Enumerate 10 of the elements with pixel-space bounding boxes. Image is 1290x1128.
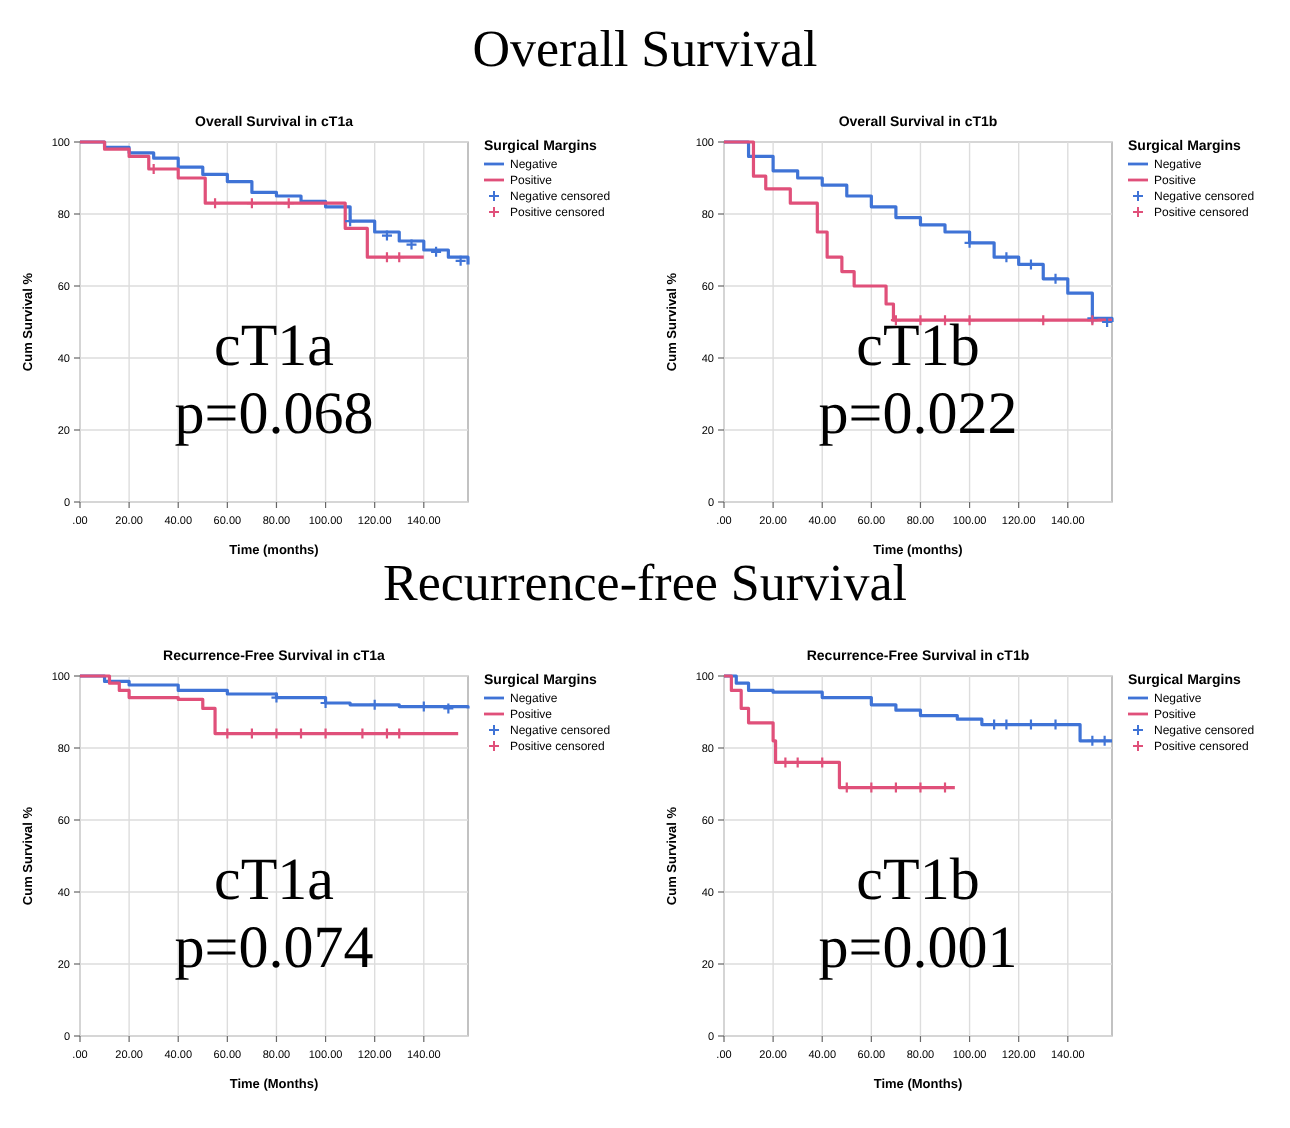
text: Overall Survival <box>472 20 818 78</box>
annotation: cT1b <box>856 847 980 914</box>
annotation: p=0.074 <box>174 915 374 982</box>
annotation: p=0.001 <box>818 915 1018 982</box>
annotation: p=0.068 <box>174 381 374 448</box>
annotation: cT1a <box>214 847 334 914</box>
annotation: cT1a <box>214 313 334 380</box>
annotation: p=0.022 <box>818 381 1018 448</box>
text: Recurrence-free Survival <box>382 554 908 612</box>
annotation: cT1b <box>856 313 980 380</box>
